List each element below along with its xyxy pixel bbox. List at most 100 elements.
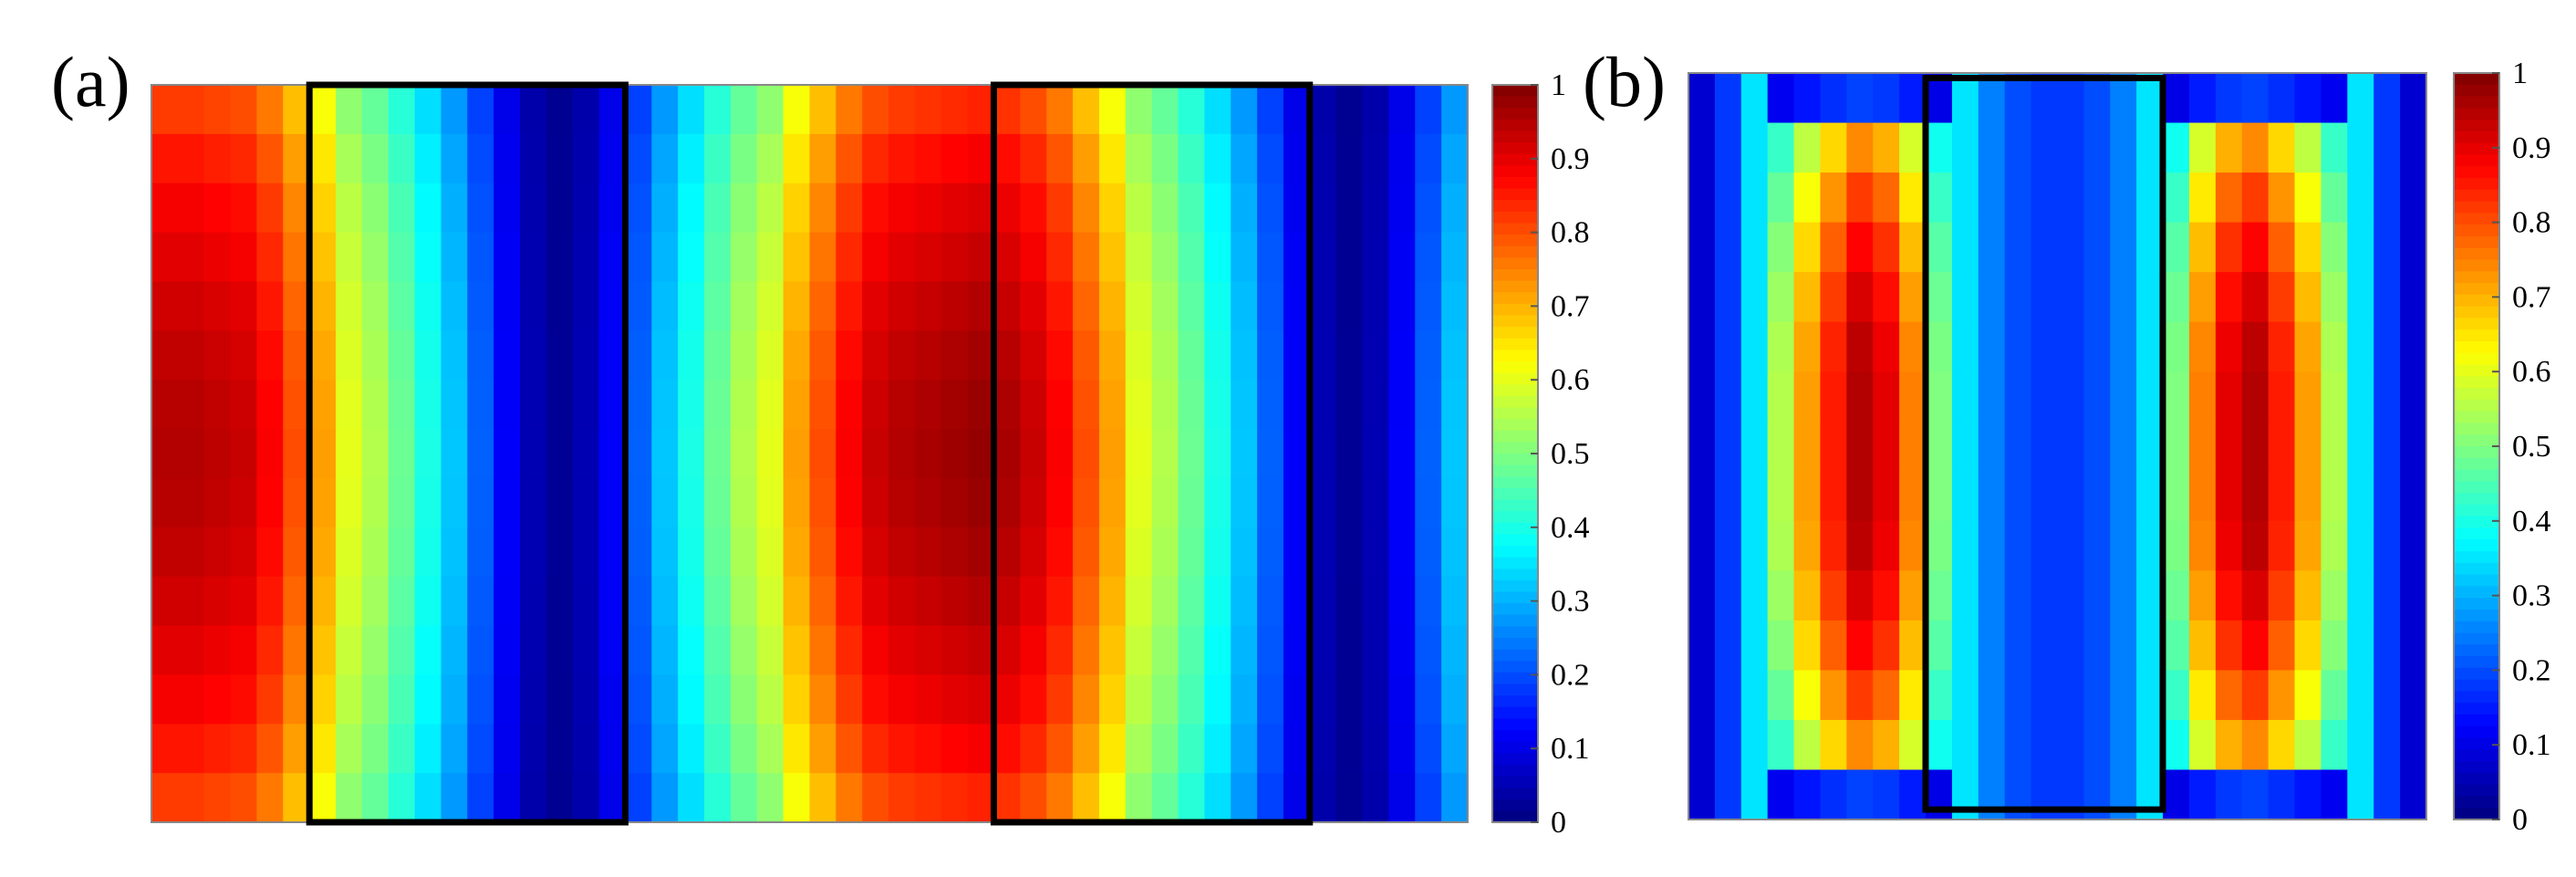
heatmap-cell <box>967 527 995 578</box>
heatmap-cell <box>1125 527 1153 578</box>
cbar-a-tick-8: 0.8 <box>1551 216 1590 250</box>
heatmap-cell <box>2215 321 2243 372</box>
heatmap-cell <box>388 576 416 627</box>
heatmap-cell <box>704 429 732 479</box>
heatmap-cell <box>730 477 758 528</box>
heatmap-cell <box>1740 719 1769 771</box>
heatmap-cell <box>2215 421 2243 472</box>
heatmap-cell <box>1283 133 1311 184</box>
heatmap-cell <box>336 85 363 135</box>
heatmap-cell <box>309 527 337 578</box>
heatmap-cell <box>1388 724 1416 774</box>
heatmap-cell <box>283 724 310 774</box>
heatmap-cell <box>309 724 337 774</box>
heatmap-cell <box>1204 773 1231 823</box>
heatmap-cell <box>545 674 574 725</box>
heatmap-cell <box>2241 172 2270 224</box>
heatmap-cell <box>836 133 863 184</box>
heatmap-cell <box>809 330 836 381</box>
heatmap-cell <box>2373 620 2401 671</box>
heatmap-cell <box>862 625 889 675</box>
heatmap-cell <box>598 576 627 627</box>
heatmap-cell <box>2294 471 2322 522</box>
heatmap-cell <box>151 773 179 823</box>
colorbar-segment <box>1492 454 1538 466</box>
heatmap-cell <box>2215 769 2243 820</box>
heatmap-cell <box>1283 674 1311 725</box>
heatmap-cell <box>2294 73 2322 124</box>
heatmap-cell <box>993 380 1021 430</box>
heatmap-cell <box>1178 724 1205 774</box>
heatmap-cell <box>1951 321 1979 372</box>
heatmap-cell <box>1978 73 2006 124</box>
heatmap-cell <box>2347 520 2374 571</box>
colorbar-segment <box>1492 603 1538 616</box>
heatmap-cell <box>1846 670 1874 721</box>
colorbar-segment <box>2454 446 2499 459</box>
heatmap-cell <box>2110 670 2137 721</box>
heatmap-cell <box>809 527 836 578</box>
heatmap-cell <box>2083 73 2111 124</box>
heatmap-cell <box>993 429 1021 479</box>
heatmap-cell <box>1178 527 1205 578</box>
heatmap-cell <box>1362 232 1390 283</box>
heatmap-cell <box>2163 520 2190 571</box>
heatmap-cell <box>1125 232 1153 283</box>
heatmap-cell <box>756 183 784 234</box>
heatmap-cell <box>1098 674 1127 725</box>
heatmap-cell <box>2400 570 2427 621</box>
heatmap-cell <box>1098 85 1127 135</box>
heatmap-cell <box>1073 576 1100 627</box>
colorbar-segment <box>1492 695 1538 708</box>
heatmap-cell <box>1309 674 1337 725</box>
heatmap-cell <box>1978 520 2006 571</box>
heatmap-cell <box>1125 183 1153 234</box>
heatmap-cell <box>598 773 627 823</box>
heatmap-cell <box>1283 477 1311 528</box>
heatmap-cell <box>993 477 1021 528</box>
heatmap-cell <box>940 625 969 675</box>
heatmap-cell <box>1388 330 1416 381</box>
heatmap-cell <box>2373 321 2401 372</box>
heatmap-cell <box>388 380 416 430</box>
heatmap-cell <box>1257 477 1284 528</box>
heatmap-cell <box>2083 520 2111 571</box>
cbar-b-tick-3: 0.3 <box>2512 579 2551 613</box>
heatmap-cell <box>2057 73 2084 124</box>
heatmap-cell <box>441 330 468 381</box>
cbar-b-tick-10: 1 <box>2512 57 2528 90</box>
heatmap-cell <box>309 85 337 135</box>
cbar-b-tick-7: 0.7 <box>2512 280 2551 314</box>
colorbar-segment <box>2454 423 2499 435</box>
heatmap-cell <box>1926 73 1953 124</box>
heatmap-cell <box>2136 371 2164 423</box>
heatmap-cell <box>940 133 969 184</box>
heatmap-cell <box>1098 281 1127 331</box>
heatmap-cell <box>1335 133 1364 184</box>
heatmap-cell <box>1151 625 1179 675</box>
heatmap-cell <box>493 429 521 479</box>
heatmap-cell <box>388 625 416 675</box>
heatmap-cell <box>2083 321 2111 372</box>
heatmap-cell <box>1178 429 1205 479</box>
heatmap-cell <box>1688 73 1716 124</box>
heatmap-cell <box>1951 471 1979 522</box>
heatmap-cell <box>940 724 969 774</box>
heatmap-cell <box>1415 85 1442 135</box>
heatmap-cell <box>2347 172 2374 224</box>
heatmap-cell <box>1846 222 1874 273</box>
panel-a-heatmap <box>151 85 1469 823</box>
heatmap-cell <box>1020 380 1047 430</box>
heatmap-cell <box>914 625 942 675</box>
heatmap-cell <box>1740 73 1769 124</box>
colorbar-segment <box>2454 329 2499 342</box>
cbar-b-tick-2: 0.2 <box>2512 653 2551 687</box>
heatmap-cell <box>283 576 310 627</box>
heatmap-cell <box>572 477 600 528</box>
heatmap-cell <box>151 330 179 381</box>
heatmap-cell <box>1951 421 1979 472</box>
heatmap-cell <box>783 232 811 283</box>
heatmap-cell <box>388 724 416 774</box>
heatmap-cell <box>598 477 627 528</box>
heatmap-cell <box>1714 769 1742 820</box>
